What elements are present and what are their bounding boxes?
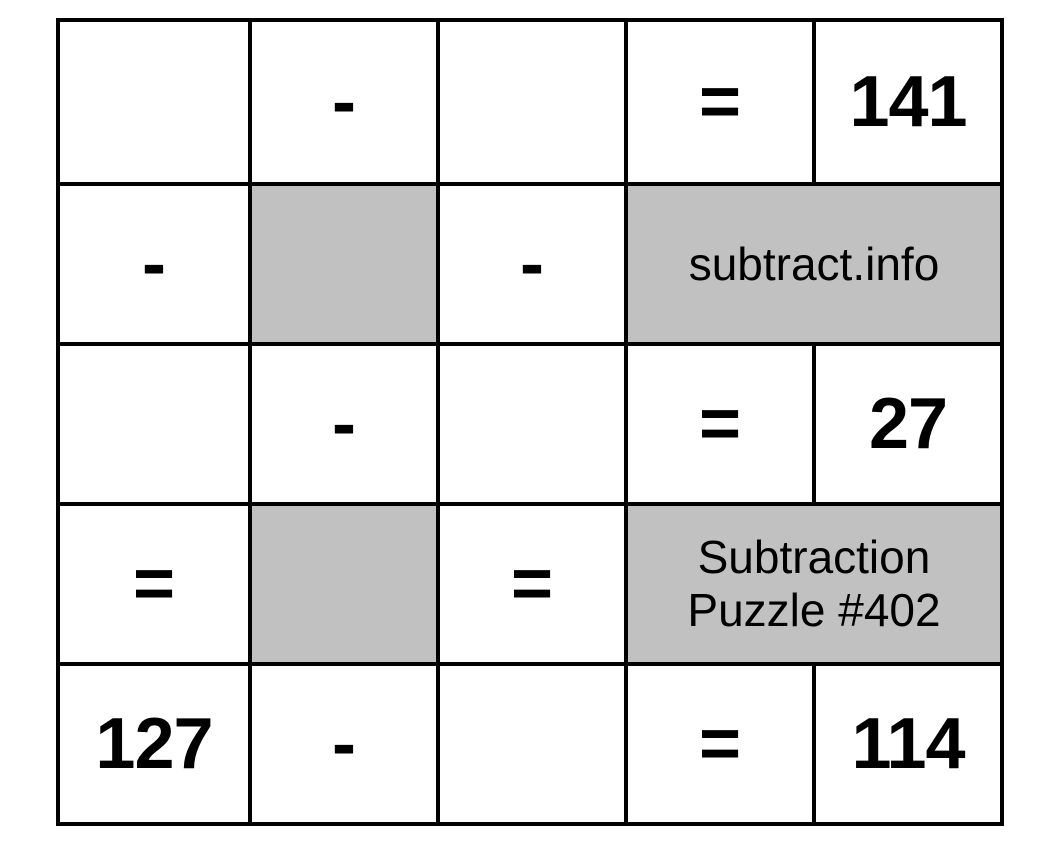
puzzle-title: Subtraction Puzzle #402: [687, 531, 940, 637]
site-label: subtract.info: [689, 238, 940, 291]
result-cell: 27: [812, 346, 1000, 502]
minus-sign: -: [142, 223, 166, 305]
operator-cell: -: [436, 186, 624, 342]
puzzle-grid: - = 141 - - subtract.info - = 27 = = Sub…: [56, 18, 1004, 826]
table-row: - - subtract.info: [60, 182, 1000, 342]
result-cell: 114: [812, 666, 1000, 822]
minus-sign: -: [332, 61, 356, 143]
puzzle-title-cell: Subtraction Puzzle #402: [624, 506, 1000, 662]
table-row: - = 141: [60, 22, 1000, 182]
equals-cell: =: [436, 506, 624, 662]
site-label-cell: subtract.info: [624, 186, 1000, 342]
grey-cell: [248, 506, 436, 662]
cell-value: 114: [851, 703, 964, 785]
minus-sign: -: [520, 223, 544, 305]
equals-sign: =: [133, 543, 175, 625]
cell-value: 141: [849, 61, 966, 143]
blank-cell[interactable]: [60, 346, 248, 502]
minus-sign: -: [332, 703, 356, 785]
operator-cell: -: [60, 186, 248, 342]
blank-cell[interactable]: [436, 346, 624, 502]
minus-sign: -: [332, 383, 356, 465]
blank-cell[interactable]: [436, 22, 624, 182]
cell-value: 27: [869, 383, 947, 465]
equals-sign: =: [699, 703, 741, 785]
equals-sign: =: [511, 543, 553, 625]
equals-cell: =: [60, 506, 248, 662]
table-row: - = 27: [60, 342, 1000, 502]
result-cell: 127: [60, 666, 248, 822]
grey-cell: [248, 186, 436, 342]
equals-sign: =: [699, 61, 741, 143]
operator-cell: -: [248, 666, 436, 822]
equals-cell: =: [624, 346, 812, 502]
equals-sign: =: [699, 383, 741, 465]
cell-value: 127: [95, 703, 212, 785]
blank-cell[interactable]: [436, 666, 624, 822]
equals-cell: =: [624, 22, 812, 182]
result-cell: 141: [812, 22, 1000, 182]
equals-cell: =: [624, 666, 812, 822]
table-row: = = Subtraction Puzzle #402: [60, 502, 1000, 662]
operator-cell: -: [248, 346, 436, 502]
blank-cell[interactable]: [60, 22, 248, 182]
operator-cell: -: [248, 22, 436, 182]
table-row: 127 - = 114: [60, 662, 1000, 822]
